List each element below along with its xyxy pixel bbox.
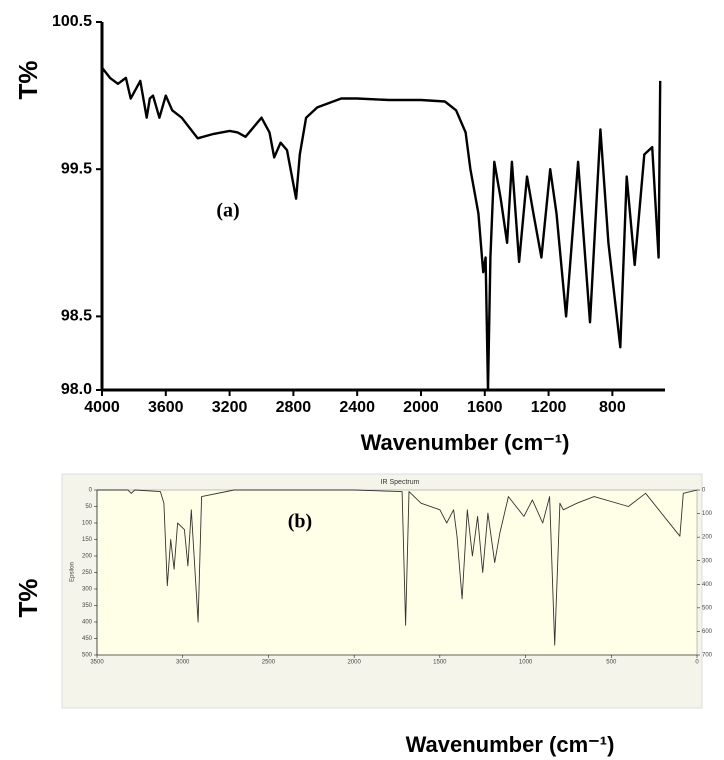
- chart-title: IR Spectrum: [381, 479, 420, 486]
- y-tick-label: 400: [82, 620, 93, 626]
- inner-y-label: Epsilon: [70, 562, 76, 582]
- spectrum-line: [97, 489, 698, 646]
- x-tick-label: 2400: [339, 399, 375, 416]
- y2-tick-label: 200: [702, 535, 713, 541]
- spectrum-line: [101, 66, 662, 392]
- y-tick-label: 50: [85, 504, 92, 510]
- x-tick-label: 2500: [262, 660, 276, 666]
- y-tick-label: 500: [82, 653, 93, 659]
- x-tick-label: 4000: [84, 399, 120, 416]
- y-tick-label: 350: [82, 603, 93, 609]
- x-tick-label: 1600: [467, 399, 503, 416]
- y-tick-label: 450: [82, 636, 93, 642]
- x-tick-label: 1000: [519, 660, 533, 666]
- y-tick-label: 98.0: [61, 381, 92, 398]
- y2-tick-label: 100: [702, 511, 713, 517]
- y-tick-label: 200: [82, 554, 93, 560]
- y-tick-label: 0: [89, 488, 93, 494]
- y2-tick-label: 700: [702, 653, 713, 659]
- y2-tick-label: 0: [702, 488, 706, 494]
- y-axis-label: T%: [13, 61, 43, 100]
- y2-tick-label: 600: [702, 629, 713, 635]
- x-tick-label: 3000: [176, 660, 190, 666]
- plot-b-area: [96, 489, 698, 656]
- y-tick-label: 100: [82, 521, 93, 527]
- x-tick-label: 500: [606, 660, 617, 666]
- x-tick-label: 1200: [531, 399, 567, 416]
- x-tick-label: 800: [599, 399, 626, 416]
- y-tick-label: 300: [82, 587, 93, 593]
- x-tick-label: 3500: [90, 660, 104, 666]
- x-axis-label: Wavenumber (cm⁻¹): [406, 732, 615, 757]
- y2-tick-label: 300: [702, 558, 713, 564]
- x-tick-label: 2800: [276, 399, 312, 416]
- y2-tick-label: 400: [702, 582, 713, 588]
- y2-tick-label: 500: [702, 605, 713, 611]
- x-tick-label: 3600: [148, 399, 184, 416]
- annotation: (b): [288, 511, 312, 533]
- y-tick-label: 150: [82, 537, 93, 543]
- x-tick-label: 0: [695, 660, 699, 666]
- x-tick-label: 2000: [347, 660, 361, 666]
- x-axis-label: Wavenumber (cm⁻¹): [361, 430, 570, 455]
- y-tick-label: 99.5: [61, 160, 92, 177]
- annotation: (a): [216, 200, 239, 222]
- x-tick-label: 2000: [403, 399, 439, 416]
- y-tick-label: 100.5: [52, 13, 92, 30]
- y-axis-label: T%: [13, 579, 43, 618]
- x-tick-label: 3200: [212, 399, 248, 416]
- y-tick-label: 98.5: [61, 308, 92, 325]
- y-tick-label: 250: [82, 570, 93, 576]
- x-tick-label: 1500: [433, 660, 447, 666]
